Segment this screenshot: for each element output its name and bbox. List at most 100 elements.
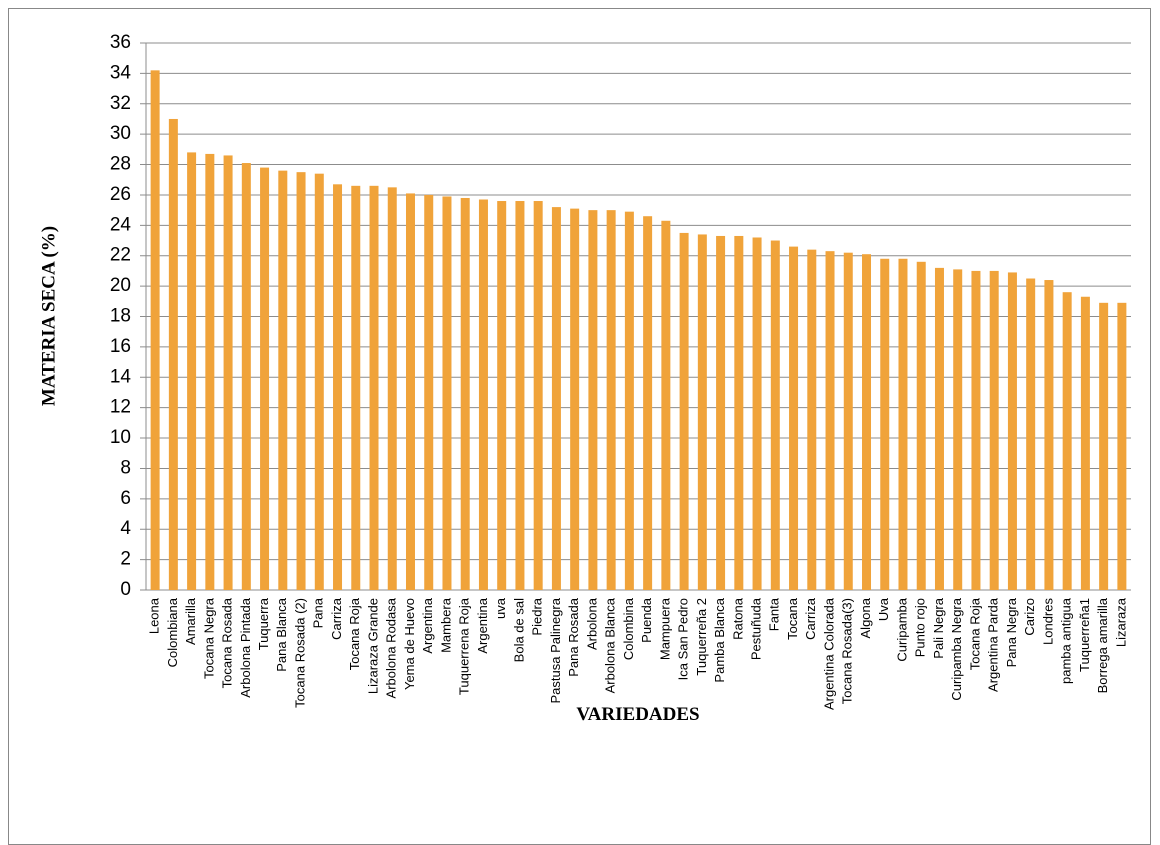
x-tick-label: Borrega amarilla: [1095, 597, 1110, 693]
x-tick-label: Curipamba Negra: [949, 597, 964, 700]
bar: [789, 246, 799, 590]
x-tick-label: Tuquerra: [256, 597, 271, 650]
bar: [807, 249, 817, 590]
x-tick-label: Piedra: [530, 597, 545, 635]
x-tick-label: Carriza: [329, 597, 344, 640]
bar: [351, 185, 361, 591]
x-tick-label: Tocana Rosada (2): [292, 598, 307, 708]
x-tick-label: Argentina: [475, 597, 490, 653]
y-tick-label: 30: [110, 123, 131, 144]
x-tick-label: Curipamba: [894, 597, 909, 661]
bar: [497, 201, 507, 590]
x-tick-label: Colombiana: [165, 597, 180, 667]
x-tick-label: Pana Blanca: [274, 597, 289, 671]
x-tick-label: Tocana Roja: [347, 597, 362, 670]
x-tick-label: Arbolona Rodasa: [384, 597, 399, 698]
x-tick-label: Leona: [147, 597, 162, 634]
x-tick-label: Arbolona: [584, 597, 599, 650]
y-tick-label: 18: [110, 306, 131, 327]
bar: [424, 194, 434, 590]
x-tick-label: Pana Rosada: [566, 597, 581, 677]
bar: [551, 207, 561, 590]
x-tick-label: Colombina: [621, 597, 636, 660]
y-tick-label: 12: [110, 397, 131, 418]
x-tick-label: Algona: [858, 597, 873, 638]
y-tick-label: 26: [110, 184, 131, 205]
y-tick-label: 24: [110, 214, 132, 235]
bar: [1007, 272, 1017, 590]
bar: [314, 173, 324, 590]
bar: [296, 172, 306, 590]
bar: [898, 258, 908, 590]
x-tick-label: Uva: [876, 597, 891, 621]
x-tick-label: Pana Negra: [1004, 597, 1019, 667]
bar: [953, 269, 963, 590]
x-tick-label: Pana: [311, 597, 326, 628]
x-tick-label: Londres: [1040, 598, 1055, 645]
x-tick-label: Tuquerreña1: [1077, 598, 1092, 672]
x-tick-label: Amarilla: [183, 597, 198, 645]
y-tick-label: 16: [110, 336, 131, 357]
bar: [697, 234, 707, 590]
y-tick-label: 32: [110, 93, 131, 114]
bar: [606, 210, 616, 590]
bar: [825, 251, 835, 591]
x-tick-label: uva: [493, 597, 508, 619]
x-tick-label: Tuquerreña 2: [694, 598, 709, 676]
y-axis-label: MATERIA SECA (%): [38, 226, 59, 406]
x-tick-label: Tocana: [785, 597, 800, 640]
x-tick-label: Ratona: [730, 597, 745, 640]
x-tick-label: Tocana Rosada: [220, 597, 235, 688]
bar: [770, 240, 780, 590]
bar: [278, 170, 288, 590]
y-tick-label: 10: [110, 427, 131, 448]
y-tick-label: 2: [120, 549, 131, 570]
bar: [643, 216, 653, 590]
bar: [624, 211, 634, 591]
y-tick-label: 20: [110, 275, 131, 296]
bar: [460, 197, 470, 590]
bar: [241, 163, 251, 590]
bar: [333, 184, 343, 590]
y-tick-label: 8: [120, 457, 131, 478]
y-tick-label: 6: [120, 488, 131, 509]
x-axis-label: VARIEDADES: [576, 704, 699, 725]
x-tick-label: Lizaraza Grande: [365, 598, 380, 694]
x-tick-label: Pestuñuda: [749, 597, 764, 660]
x-tick-label: Punto rojo: [913, 598, 928, 657]
x-tick-label: Tocana Roja: [967, 597, 982, 670]
bar: [1026, 278, 1036, 590]
bar: [223, 155, 233, 590]
x-tick-label: Yema de Huevo: [402, 598, 417, 690]
bar: [570, 208, 580, 590]
bar: [862, 254, 872, 591]
y-tick-label: 34: [110, 62, 132, 83]
bar: [1117, 302, 1127, 590]
y-tick-label: 22: [110, 245, 131, 266]
x-tick-label: Argentina: [420, 597, 435, 653]
bar: [880, 258, 890, 590]
bar: [1062, 292, 1072, 590]
x-tick-label: Argentina Colorada: [821, 597, 836, 710]
bar: [515, 201, 525, 590]
bar: [150, 70, 160, 591]
bar: [916, 261, 926, 590]
x-tick-label: Mambera: [438, 597, 453, 653]
y-tick-label: 14: [110, 366, 132, 387]
bar: [369, 185, 379, 591]
bar: [442, 196, 452, 591]
bar: [387, 187, 397, 590]
bar: [934, 267, 944, 590]
y-tick-label: 0: [120, 579, 131, 600]
bar: [478, 199, 488, 590]
bar: [588, 210, 598, 590]
bar: [187, 152, 197, 590]
x-tick-label: Mampuera: [657, 597, 672, 660]
x-tick-label: Tuquerrena Roja: [457, 597, 472, 695]
bar: [971, 270, 981, 590]
y-tick-label: 36: [110, 32, 131, 53]
bar: [1044, 280, 1054, 590]
bar: [405, 193, 415, 591]
x-tick-label: Fanta: [767, 597, 782, 631]
